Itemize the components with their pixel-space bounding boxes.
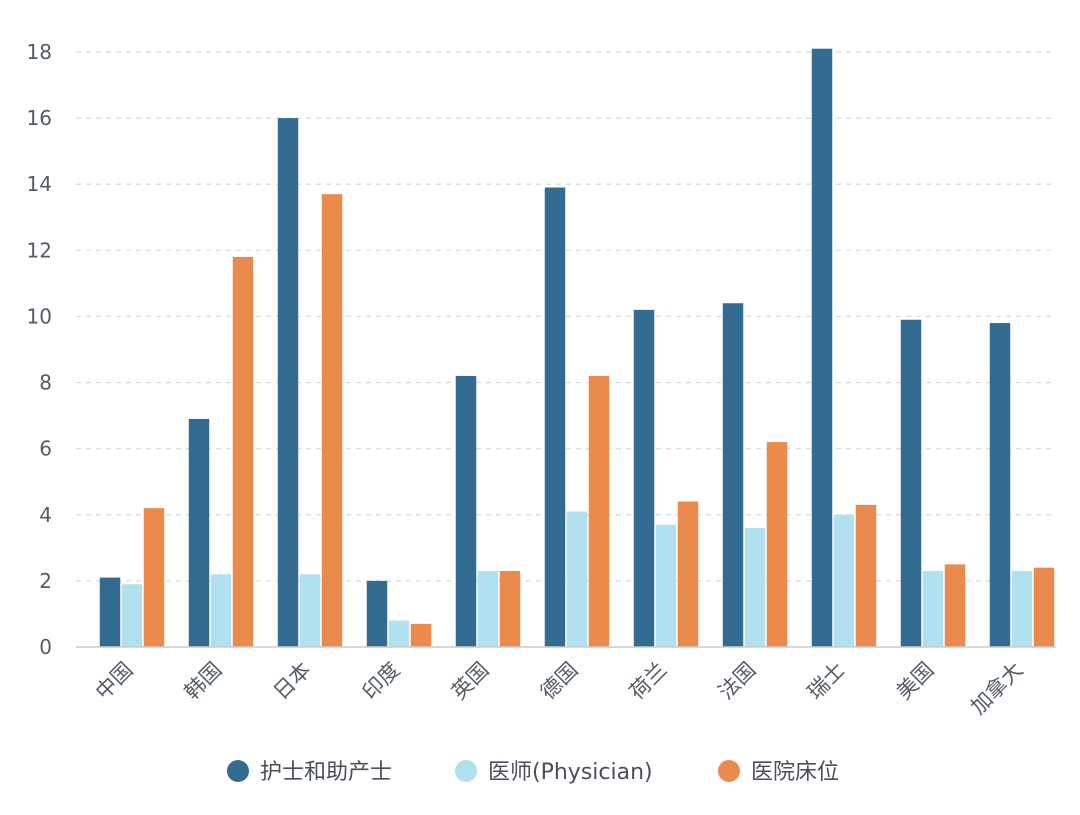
bar — [744, 528, 766, 647]
bar — [833, 514, 855, 647]
x-tick-label: 美国 — [892, 658, 939, 705]
legend: 护士和助产士 医师(Physician) 医院床位 — [227, 760, 839, 785]
bar — [455, 375, 477, 647]
bar — [855, 504, 877, 647]
legend-label: 医师(Physician) — [488, 760, 653, 785]
y-tick-label: 18 — [27, 40, 52, 64]
bar — [811, 48, 833, 647]
bar — [388, 620, 410, 647]
x-tick-label: 印度 — [358, 658, 405, 705]
bar — [210, 574, 232, 647]
bar — [1033, 567, 1055, 647]
y-axis-ticks: 0 2 4 6 8 10 12 14 16 18 — [27, 40, 52, 659]
bar — [477, 570, 499, 647]
y-tick-label: 16 — [27, 106, 52, 130]
bar — [321, 194, 343, 647]
y-tick-label: 2 — [39, 569, 52, 593]
bar — [499, 570, 521, 647]
bar-layer — [99, 48, 1055, 648]
bar — [655, 524, 677, 647]
y-tick-label: 12 — [27, 238, 52, 262]
legend-swatch — [227, 760, 249, 782]
bar — [633, 309, 655, 647]
bar — [410, 623, 432, 647]
bar — [1011, 570, 1033, 647]
legend-swatch — [455, 760, 477, 782]
bar — [922, 570, 944, 647]
legend-label: 医院床位 — [751, 760, 839, 785]
bar — [722, 303, 744, 647]
bar — [989, 323, 1011, 647]
legend-label: 护士和助产士 — [260, 760, 392, 785]
y-tick-label: 14 — [27, 172, 52, 196]
x-tick-label: 瑞士 — [803, 658, 850, 705]
bar — [232, 256, 254, 647]
x-tick-label: 德国 — [536, 658, 583, 705]
bar — [299, 574, 321, 647]
bar — [566, 511, 588, 647]
bar — [544, 187, 566, 647]
y-tick-label: 10 — [27, 304, 52, 328]
bar — [588, 375, 610, 647]
y-tick-label: 8 — [39, 371, 52, 395]
bar — [188, 418, 210, 647]
legend-swatch — [718, 760, 740, 782]
x-tick-label: 韩国 — [180, 658, 227, 705]
x-tick-label: 中国 — [91, 658, 138, 705]
x-tick-label: 荷兰 — [625, 658, 672, 705]
x-tick-label: 日本 — [269, 658, 316, 705]
bar — [677, 501, 699, 647]
bar — [121, 584, 143, 647]
y-tick-label: 6 — [39, 437, 52, 461]
x-tick-label: 法国 — [714, 658, 761, 705]
bar — [900, 319, 922, 647]
bar — [99, 577, 121, 647]
bar — [766, 442, 788, 647]
bar — [366, 580, 388, 647]
y-tick-label: 4 — [39, 503, 52, 527]
bar — [143, 508, 165, 647]
bar — [277, 118, 299, 648]
bar — [944, 564, 966, 647]
y-tick-label: 0 — [39, 635, 52, 659]
x-tick-label: 加拿大 — [966, 658, 1028, 720]
x-tick-label: 英国 — [447, 658, 494, 705]
x-axis-categories: 中国 韩国 日本 印度 英国 德国 荷兰 法国 瑞士 美国 加拿大 — [91, 658, 1028, 720]
